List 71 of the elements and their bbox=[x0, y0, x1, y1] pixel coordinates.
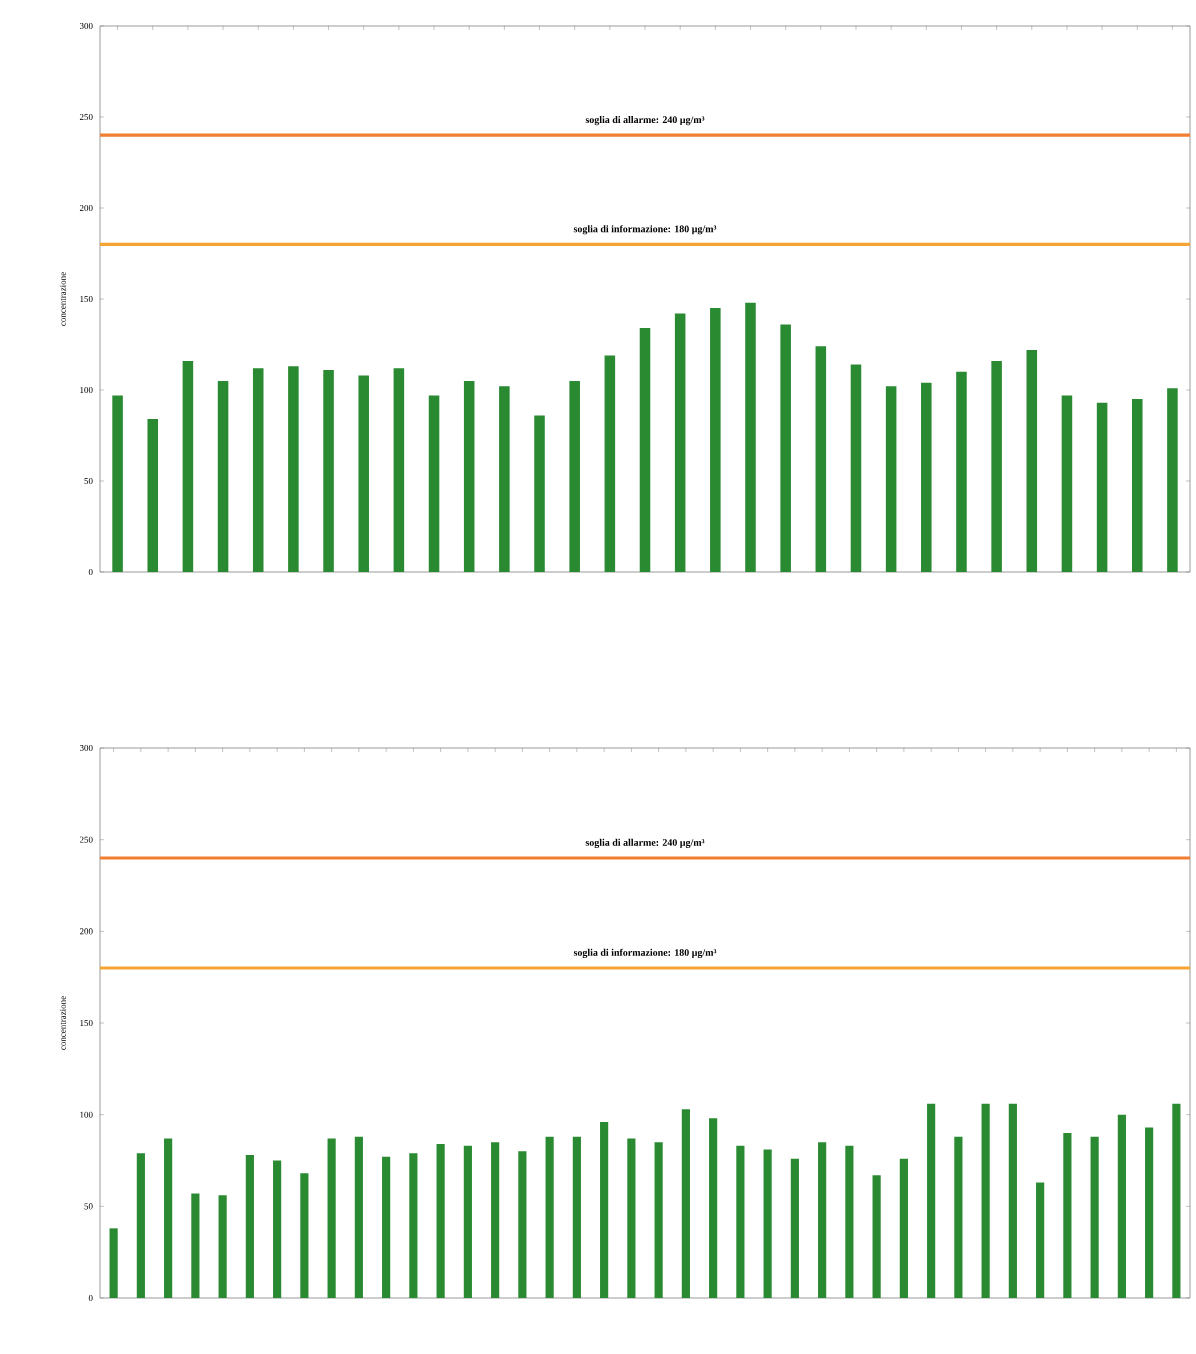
bar bbox=[674, 313, 686, 572]
bar bbox=[245, 1155, 254, 1299]
bar bbox=[1117, 1114, 1126, 1299]
bar bbox=[780, 324, 791, 572]
bar bbox=[845, 1145, 854, 1299]
bar bbox=[463, 380, 475, 572]
bar bbox=[518, 1151, 527, 1299]
bar bbox=[745, 302, 756, 572]
bar bbox=[710, 308, 721, 572]
bar bbox=[569, 380, 580, 572]
bar bbox=[604, 355, 616, 572]
bar bbox=[463, 1145, 472, 1299]
bar bbox=[818, 1142, 827, 1299]
bar bbox=[147, 419, 159, 572]
bar bbox=[736, 1145, 745, 1299]
bar bbox=[164, 1138, 173, 1299]
bar bbox=[654, 1142, 663, 1299]
bar bbox=[436, 1144, 445, 1299]
bar bbox=[872, 1175, 881, 1299]
bar bbox=[981, 1103, 990, 1299]
bar bbox=[885, 386, 897, 572]
bar bbox=[927, 1103, 936, 1299]
bar bbox=[491, 1142, 500, 1299]
bar bbox=[1008, 1103, 1017, 1299]
bar bbox=[1145, 1127, 1154, 1299]
bar bbox=[109, 1228, 118, 1299]
bar bbox=[273, 1160, 282, 1299]
bar bbox=[409, 1153, 418, 1299]
bar bbox=[850, 364, 862, 572]
bar bbox=[1061, 395, 1073, 572]
bar bbox=[393, 368, 405, 572]
bar bbox=[182, 360, 194, 572]
bar bbox=[136, 1153, 145, 1299]
bar bbox=[252, 368, 264, 572]
bar bbox=[327, 1138, 336, 1299]
bar bbox=[1036, 1182, 1045, 1299]
bar bbox=[763, 1149, 772, 1299]
bar bbox=[358, 375, 369, 572]
bar bbox=[1026, 349, 1038, 572]
bar bbox=[639, 328, 651, 572]
bar bbox=[899, 1158, 908, 1299]
bar bbox=[790, 1158, 799, 1299]
bar bbox=[428, 395, 440, 572]
bar bbox=[545, 1136, 554, 1299]
bar bbox=[1096, 402, 1108, 572]
bar bbox=[217, 380, 229, 572]
bar bbox=[112, 395, 123, 572]
bar bbox=[991, 360, 1002, 572]
bar bbox=[956, 371, 967, 572]
bar bbox=[627, 1138, 636, 1299]
bar bbox=[534, 415, 545, 572]
bar bbox=[191, 1193, 200, 1299]
bar bbox=[815, 346, 827, 572]
bar bbox=[1172, 1103, 1181, 1299]
bar bbox=[300, 1173, 309, 1299]
bar bbox=[954, 1136, 963, 1299]
bar bbox=[572, 1136, 581, 1299]
bar bbox=[1063, 1133, 1072, 1299]
bar bbox=[218, 1195, 227, 1299]
bar bbox=[323, 369, 334, 572]
bar bbox=[1167, 388, 1178, 572]
bar bbox=[600, 1122, 609, 1299]
bar bbox=[288, 366, 299, 572]
bar bbox=[499, 386, 510, 572]
bar bbox=[709, 1118, 718, 1299]
bar bbox=[681, 1109, 690, 1299]
bar bbox=[354, 1136, 363, 1299]
bar bbox=[921, 382, 932, 572]
bar bbox=[1090, 1136, 1099, 1299]
bar bbox=[382, 1156, 391, 1299]
bar bbox=[1131, 399, 1143, 572]
